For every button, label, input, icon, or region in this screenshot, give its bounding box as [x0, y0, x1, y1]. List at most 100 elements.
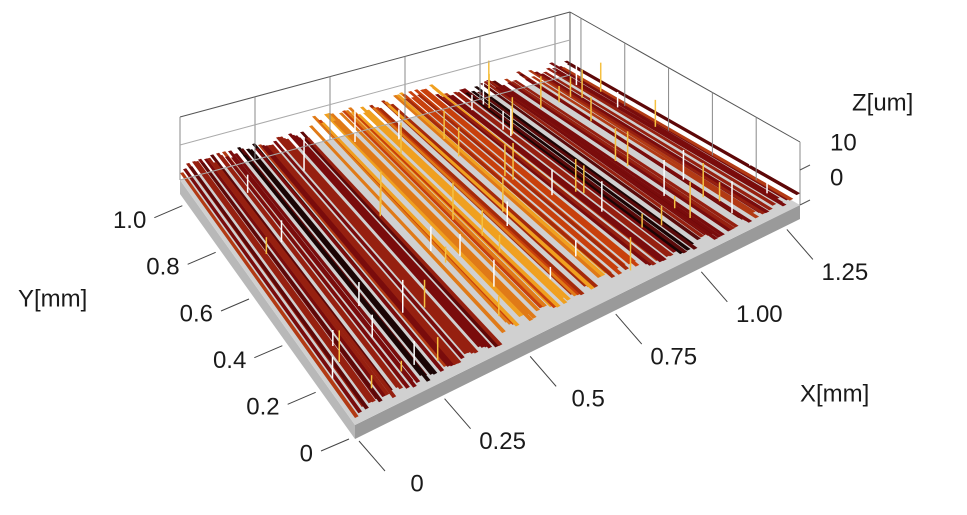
- surface-strip: [255, 148, 445, 372]
- surface-strip: [420, 89, 633, 265]
- surface-strip: [513, 79, 739, 228]
- surface-strip: [387, 104, 595, 290]
- surface-strip: [354, 113, 558, 309]
- surface-strip: [234, 153, 421, 383]
- surface-strip: [531, 76, 760, 219]
- surface-strip: [282, 138, 475, 354]
- surface-strip: [396, 94, 606, 277]
- surface-strip: [546, 67, 777, 206]
- surface-strip: [459, 89, 677, 253]
- surface-strip: [405, 98, 616, 278]
- surface-strip: [321, 122, 520, 327]
- surface-strip: [258, 144, 448, 367]
- surface-strip: [183, 168, 362, 414]
- surface-strip: [438, 95, 653, 266]
- x-tick-label: 0: [410, 470, 423, 497]
- surface-strip: [441, 96, 657, 266]
- surface-strip: [264, 145, 455, 367]
- surface-strip: [231, 156, 417, 388]
- surface-strip: [477, 91, 698, 250]
- surface-strip: [465, 92, 684, 255]
- z-axis-label: Z[um]: [852, 89, 913, 116]
- surface-strip: [480, 82, 701, 241]
- surface-strip: [204, 158, 386, 398]
- x-axis-label: X[mm]: [800, 380, 869, 407]
- surface-strip: [270, 144, 462, 364]
- surface-strip: [333, 120, 534, 322]
- surface-strip: [498, 85, 722, 238]
- surface-strip: [285, 138, 479, 354]
- surface-strip: [303, 137, 499, 348]
- plate-front: [355, 205, 800, 439]
- x-tick: [700, 271, 728, 303]
- y-tick: [220, 298, 250, 312]
- surface: [180, 47, 801, 418]
- surface-strip: [246, 148, 434, 375]
- surface-strip: [495, 87, 718, 240]
- surface-strip: [189, 166, 369, 410]
- y-tick-label: 0.6: [180, 300, 213, 327]
- x-tick-label: 0.25: [479, 428, 526, 455]
- z-tick: [799, 164, 811, 171]
- x-tick: [615, 313, 643, 345]
- y-tick-label: 1.0: [113, 207, 146, 234]
- x-tick: [358, 440, 386, 472]
- surface-strip: [306, 137, 503, 347]
- z-tick-label: 10: [830, 129, 857, 156]
- surface-strip: [411, 97, 623, 275]
- surface-strip: [540, 73, 770, 214]
- y-tick-label: 0: [300, 440, 313, 467]
- y-tick: [154, 205, 183, 219]
- surface-strip: [291, 134, 486, 348]
- surface-strip: [468, 92, 688, 254]
- surface-strip: [393, 94, 602, 279]
- surface-strip: [372, 107, 578, 297]
- z-tick-label: 0: [830, 164, 843, 191]
- y-tick: [187, 251, 216, 265]
- y-tick: [320, 438, 350, 452]
- surface-strip: [345, 110, 547, 308]
- surface-strip: [276, 136, 469, 355]
- x-tick-label: 1.25: [822, 259, 869, 286]
- x-tick: [444, 398, 471, 430]
- surface-strip: [267, 144, 458, 366]
- surface-strip: [510, 81, 736, 230]
- y-tick: [287, 391, 316, 405]
- surface-strip: [378, 107, 585, 296]
- surface-strip: [447, 95, 664, 263]
- z-tick: [799, 199, 811, 206]
- surface-strip: [528, 70, 756, 214]
- y-axis-label: Y[mm]: [18, 285, 87, 312]
- y-tick-label: 0.2: [246, 394, 279, 421]
- surface-strip: [225, 156, 410, 389]
- surface-strip: [249, 149, 438, 375]
- frame: [179, 11, 801, 205]
- surface-strip: [363, 112, 568, 304]
- y-tick: [254, 345, 283, 359]
- surface-strip: [339, 112, 540, 312]
- surface-strip: [342, 110, 544, 309]
- surface-strip: [213, 162, 397, 399]
- surface-strip: [273, 140, 465, 360]
- surface-strip: [195, 160, 376, 403]
- surface-strip: [501, 84, 725, 236]
- surface-strip: [201, 162, 383, 403]
- surface-strip: [549, 62, 780, 200]
- grid-line: [179, 74, 571, 181]
- x-tick-label: 1.00: [736, 301, 783, 328]
- surface-strip: [555, 71, 787, 207]
- surface-strip: [537, 73, 766, 215]
- x-tick-label: 0.5: [571, 386, 604, 413]
- x-tick-label: 0.75: [650, 343, 697, 370]
- plate-side: [180, 180, 355, 439]
- surface-strip: [315, 118, 513, 325]
- grid-line: [179, 39, 571, 146]
- surface-strip: [450, 94, 667, 261]
- y-tick-label: 0.8: [146, 254, 179, 281]
- surface-strip: [309, 125, 506, 334]
- surface-strip: [453, 91, 671, 257]
- surface-strip: [408, 91, 619, 270]
- surface-strip: [207, 157, 390, 396]
